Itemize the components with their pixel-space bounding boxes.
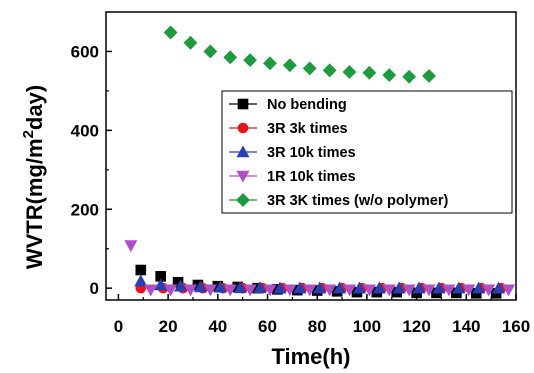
data-point	[203, 284, 217, 297]
plot-frame	[105, 11, 517, 301]
data-point	[124, 240, 138, 253]
data-point	[135, 264, 147, 276]
data-point	[472, 281, 486, 294]
data-point	[233, 281, 247, 294]
x-tick-labels: 0 20 40 60 80 100 120 140 160	[114, 317, 530, 336]
data-point	[263, 56, 277, 71]
y-axis-title: WVTR(mg/m2day)	[20, 85, 47, 269]
data-point	[243, 284, 257, 297]
x-axis-title: Time(h)	[271, 344, 350, 369]
data-point	[203, 44, 218, 59]
data-point	[283, 284, 297, 297]
data-point	[154, 278, 168, 291]
legend: No bending 3R 3k times 3R 10k times 1R 10k …	[221, 90, 513, 214]
series-4	[163, 25, 436, 84]
data-point	[412, 281, 426, 294]
data-point	[223, 50, 238, 65]
data-point	[392, 281, 406, 294]
data-point	[342, 65, 357, 79]
data-point	[282, 58, 297, 73]
data-point	[492, 281, 506, 294]
legend-label: 3R 3K times (w/o polymer)	[267, 193, 448, 209]
data-point	[382, 284, 396, 297]
x-tick-label: 120	[402, 317, 430, 336]
data-point	[362, 65, 377, 80]
legend-marker	[236, 193, 250, 207]
legend-marker	[237, 98, 249, 110]
data-point	[502, 284, 516, 297]
series-2	[134, 274, 506, 294]
x-tick-label: 80	[308, 317, 327, 336]
legend-label: 1R 10k times	[267, 169, 356, 185]
data-point	[422, 68, 436, 83]
data-point	[164, 284, 178, 297]
legend-label: No bending	[267, 97, 347, 113]
data-point	[183, 284, 197, 297]
data-point	[144, 284, 158, 297]
data-point	[343, 284, 357, 297]
data-point	[382, 68, 397, 83]
data-point	[223, 284, 237, 297]
data-point	[273, 281, 287, 294]
data-point	[253, 281, 267, 294]
y-axis-title-end: day)	[22, 85, 47, 130]
x-tick-label: 40	[208, 317, 227, 336]
series-layer	[124, 25, 516, 299]
data-point	[163, 25, 178, 40]
y-tick-label: 400	[71, 121, 99, 140]
y-tick-labels: 0 200 400 600	[71, 42, 99, 298]
legend-label: 3R 10k times	[267, 145, 356, 161]
data-point	[402, 69, 417, 84]
series-3	[124, 240, 516, 297]
x-tick-label: 60	[258, 317, 277, 336]
y-axis-title-sup: 2	[20, 130, 37, 138]
y-tick-label: 200	[71, 200, 99, 219]
x-tick-label: 0	[114, 317, 123, 336]
data-point	[422, 284, 436, 297]
data-point	[442, 284, 456, 297]
y-tick-label: 600	[71, 42, 99, 61]
data-point	[263, 284, 277, 297]
x-tick-label: 160	[502, 317, 530, 336]
x-tick-label: 140	[452, 317, 480, 336]
data-point	[213, 280, 227, 293]
legend-box	[221, 90, 513, 214]
data-point	[302, 61, 317, 76]
x-tick-label: 20	[159, 317, 178, 336]
data-point	[293, 281, 307, 294]
x-tick-label: 100	[353, 317, 381, 336]
data-point	[333, 281, 347, 294]
data-point	[303, 284, 317, 297]
legend-marker	[236, 145, 250, 158]
data-point	[193, 280, 207, 293]
legend-marker	[236, 170, 250, 183]
data-point	[452, 281, 466, 294]
data-point	[432, 281, 446, 294]
data-point	[482, 284, 496, 297]
data-point	[134, 274, 148, 287]
y-tick-label: 0	[90, 279, 99, 298]
data-point	[402, 284, 416, 297]
legend-label: 3R 3k times	[267, 121, 348, 137]
data-point	[243, 53, 258, 68]
y-axis-title-main: WVTR(mg/m	[22, 138, 47, 269]
data-point	[322, 63, 337, 78]
data-point	[174, 279, 188, 292]
data-point	[372, 281, 386, 294]
data-point	[352, 281, 366, 294]
data-point	[462, 284, 476, 297]
legend-marker	[237, 122, 249, 134]
data-point	[362, 284, 376, 297]
data-point	[323, 284, 337, 297]
data-point	[313, 281, 327, 294]
data-point	[183, 35, 198, 50]
